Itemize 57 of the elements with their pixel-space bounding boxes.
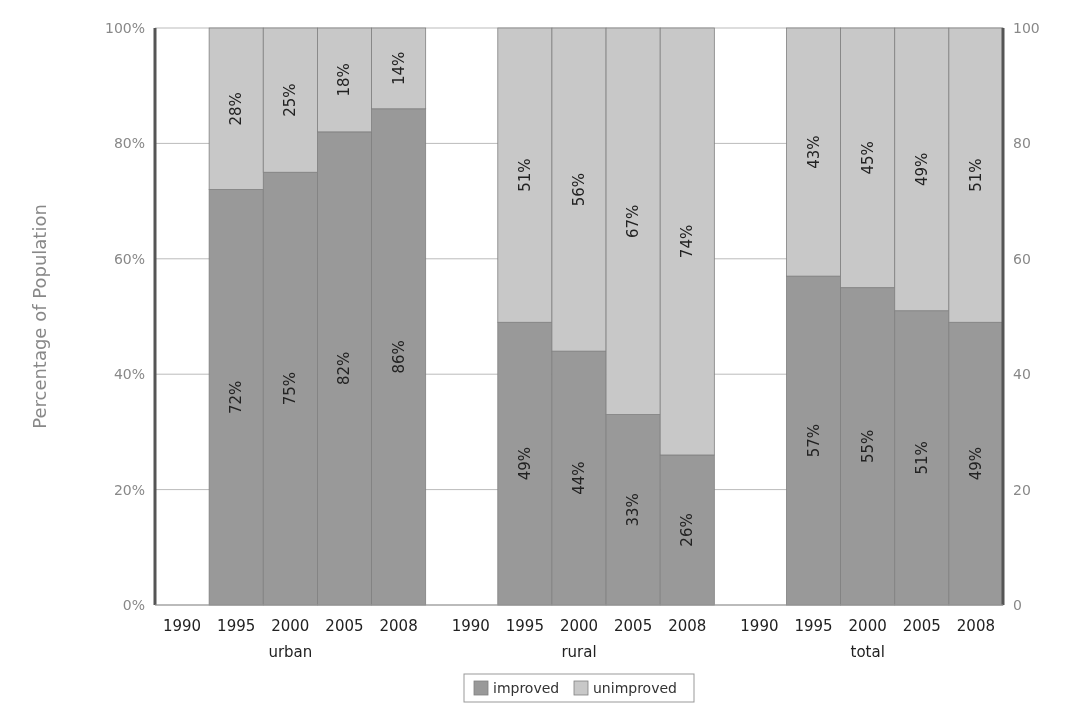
data-label: 33% bbox=[624, 493, 643, 527]
y2-tick-label: 80 bbox=[1013, 135, 1031, 152]
x-tick-label: 1995 bbox=[794, 617, 833, 635]
data-label: 25% bbox=[281, 83, 300, 117]
y-tick-label: 40% bbox=[113, 366, 145, 383]
data-label: 86% bbox=[389, 340, 408, 374]
x-tick-label: 2005 bbox=[902, 617, 941, 635]
y-tick-label: 60% bbox=[113, 250, 145, 267]
y2-tick-label: 60 bbox=[1013, 250, 1031, 267]
data-label: 74% bbox=[678, 224, 697, 259]
x-tick-label: 2000 bbox=[271, 617, 310, 635]
x-tick-label: 1990 bbox=[162, 617, 202, 635]
x-tick-label: 2008 bbox=[956, 617, 996, 635]
text: urban bbox=[268, 643, 313, 661]
y2-tick-label: 40 bbox=[1013, 366, 1031, 383]
data-label: 55% bbox=[858, 429, 877, 463]
data-label: 18% bbox=[335, 63, 354, 97]
data-label: 14% bbox=[389, 51, 408, 86]
x-tick-label: 1990 bbox=[451, 617, 490, 635]
data-label: 56% bbox=[570, 172, 588, 207]
y2-tick-label: 0 bbox=[1013, 597, 1022, 613]
data-label: 57% bbox=[804, 423, 823, 458]
x-tick-label: 2008 bbox=[379, 617, 418, 635]
data-label: 51% bbox=[515, 158, 534, 192]
data-label: 49% bbox=[912, 152, 931, 187]
data-label: 72% bbox=[227, 380, 246, 414]
text: total bbox=[850, 643, 885, 661]
y2-tick-label: 100 bbox=[1013, 20, 1040, 36]
data-label: 82% bbox=[335, 351, 354, 386]
y2-tick-label: 20 bbox=[1013, 481, 1031, 498]
data-label: 75% bbox=[281, 371, 300, 406]
data-label: 51% bbox=[912, 441, 931, 475]
x-tick-label: 2005 bbox=[614, 617, 653, 635]
y-axis-title: Percentage of Population bbox=[29, 204, 50, 429]
data-label: 28% bbox=[227, 92, 246, 126]
x-tick-label: 1995 bbox=[217, 617, 256, 635]
data-label: 51% bbox=[966, 158, 985, 192]
data-label: 44% bbox=[570, 461, 588, 495]
y-tick-label: 0% bbox=[122, 597, 145, 613]
x-tick-label: 1995 bbox=[505, 617, 544, 635]
data-label: 49% bbox=[966, 446, 985, 481]
y-tick-label: 100% bbox=[104, 20, 145, 36]
data-label: 26% bbox=[678, 513, 697, 547]
x-tick-label: 1990 bbox=[740, 617, 779, 635]
data-label: 43% bbox=[804, 135, 823, 169]
data-label: 49% bbox=[515, 446, 534, 481]
data-label: 67% bbox=[624, 204, 643, 238]
data-label: 45% bbox=[858, 141, 877, 175]
x-tick-label: 2000 bbox=[848, 617, 887, 635]
y-tick-label: 80% bbox=[113, 135, 145, 152]
x-tick-label: 2000 bbox=[559, 617, 599, 635]
legend-label: improved bbox=[493, 680, 560, 696]
text: rural bbox=[561, 643, 597, 661]
y-tick-label: 20% bbox=[113, 481, 145, 498]
x-tick-label: 2008 bbox=[668, 617, 707, 635]
legend-label: unimproved bbox=[593, 680, 677, 696]
x-tick-label: 2005 bbox=[325, 617, 364, 635]
